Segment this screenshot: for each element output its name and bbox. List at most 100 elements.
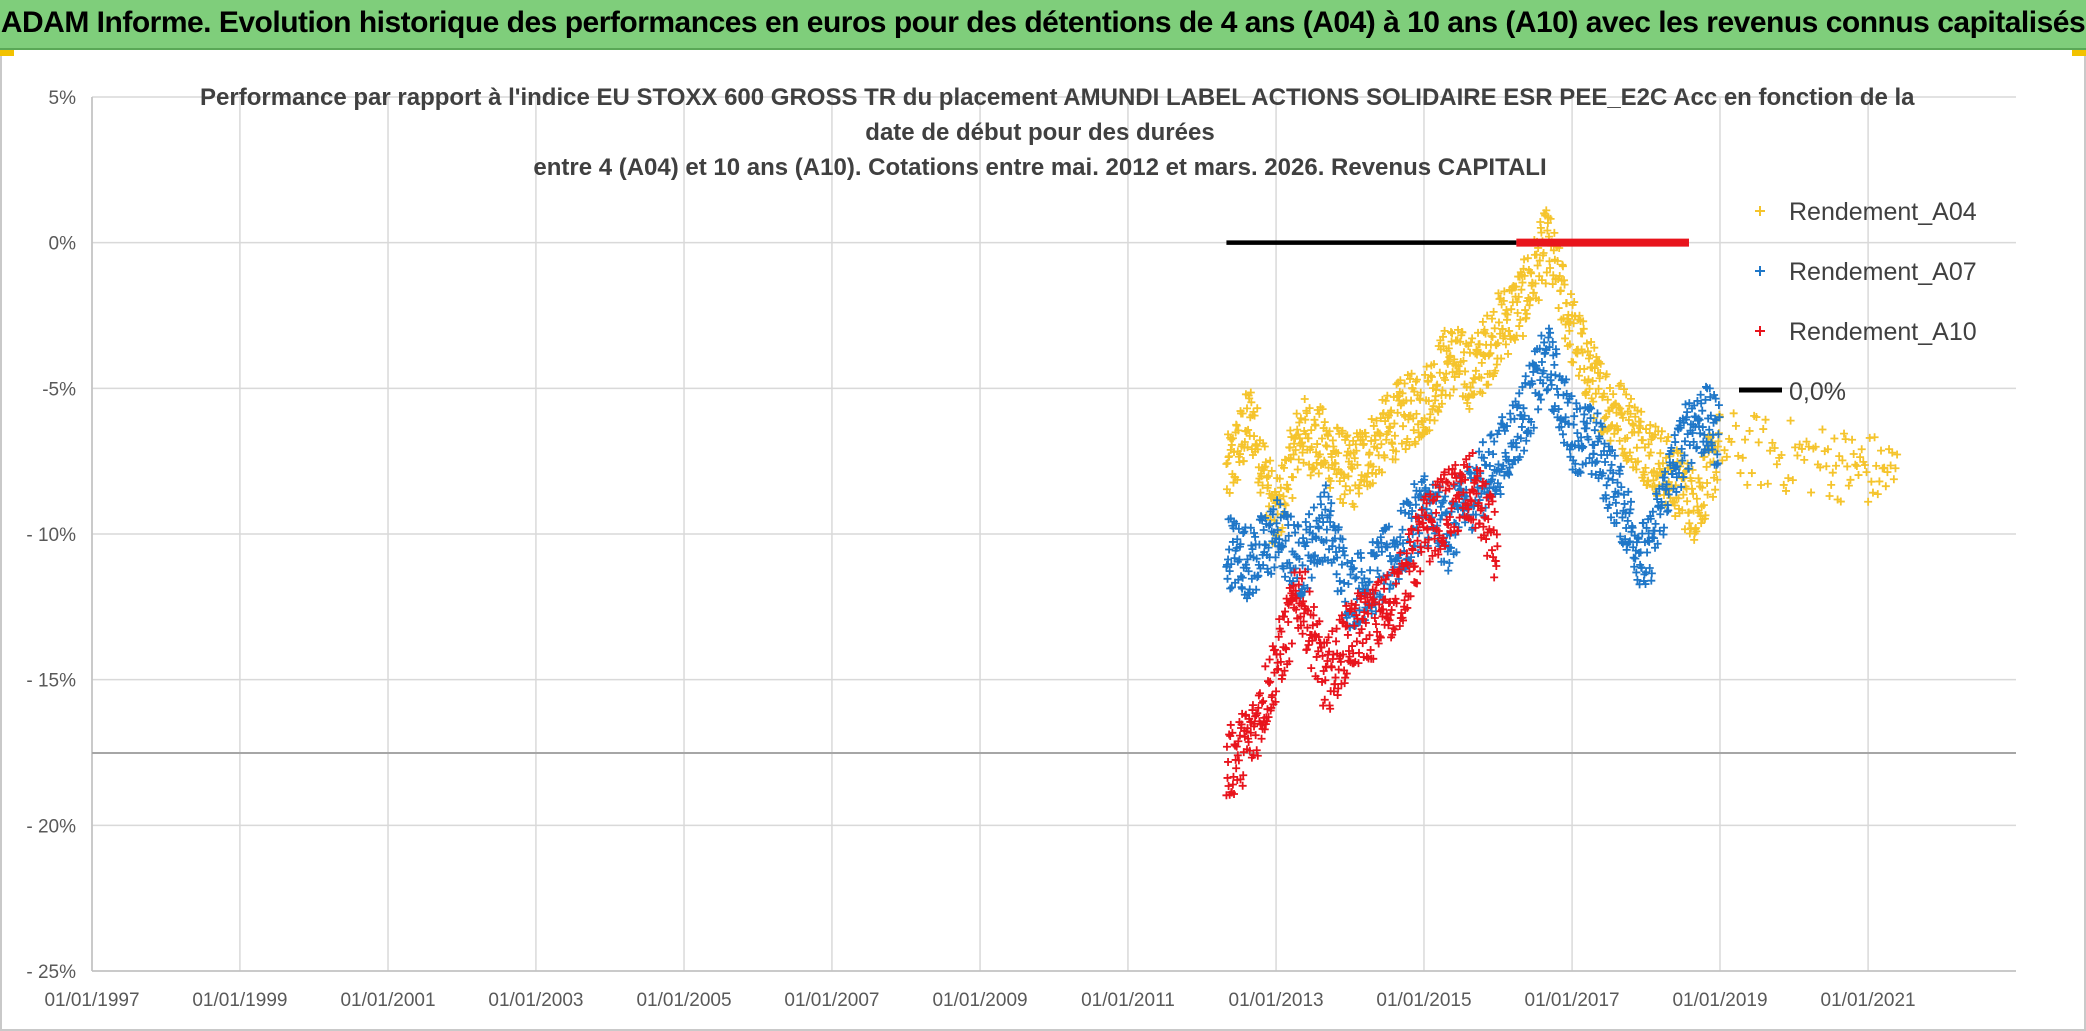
- point-a04: [1497, 354, 1506, 363]
- point-a07: [1578, 444, 1587, 453]
- point-a07: [1471, 510, 1480, 519]
- point-a07: [1642, 568, 1651, 577]
- point-a10: [1425, 557, 1434, 566]
- point-a10: [1365, 631, 1374, 640]
- point-a04: [1709, 492, 1717, 501]
- point-a04: [1299, 442, 1308, 451]
- point-a10: [1419, 523, 1428, 532]
- point-a04: [1488, 333, 1497, 341]
- point-a04: [1880, 463, 1889, 472]
- point-a04: [1249, 407, 1258, 416]
- point-a04: [1687, 476, 1696, 485]
- point-a07: [1339, 544, 1348, 553]
- point-a07: [1291, 528, 1300, 537]
- point-a04: [1867, 477, 1876, 486]
- point-a10: [1403, 603, 1412, 612]
- point-a10: [1245, 746, 1254, 755]
- point-a04: [1293, 425, 1302, 434]
- point-a04: [1465, 404, 1474, 413]
- point-a04: [1437, 399, 1446, 408]
- point-a04: [1331, 459, 1340, 468]
- point-a04: [1459, 356, 1468, 365]
- point-a04: [1831, 461, 1840, 470]
- point-a04: [1633, 406, 1642, 415]
- point-a10: [1282, 645, 1291, 654]
- point-a07: [1267, 569, 1276, 578]
- point-a07: [1629, 553, 1638, 562]
- point-a04: [1315, 409, 1324, 418]
- point-a07: [1434, 488, 1443, 497]
- point-a07: [1617, 483, 1626, 492]
- point-a04: [1649, 467, 1658, 476]
- point-a07: [1246, 523, 1255, 532]
- point-a10: [1451, 460, 1460, 469]
- point-a07: [1610, 451, 1619, 460]
- point-a04: [1791, 443, 1800, 452]
- point-a04: [1396, 376, 1405, 385]
- point-a07: [1340, 551, 1349, 560]
- point-a07: [1539, 379, 1548, 388]
- point-a07: [1322, 525, 1331, 534]
- point-a04: [1434, 407, 1443, 416]
- point-a07: [1664, 490, 1673, 499]
- point-a10: [1370, 598, 1379, 607]
- point-a07: [1700, 430, 1709, 439]
- point-a04: [1339, 498, 1348, 507]
- point-a04: [1622, 390, 1631, 399]
- point-a04: [1795, 440, 1804, 449]
- point-a04: [1265, 502, 1274, 511]
- point-a04: [1680, 525, 1689, 534]
- point-a04: [1622, 456, 1631, 465]
- point-a07: [1625, 537, 1634, 546]
- point-a07: [1298, 561, 1307, 570]
- point-a10: [1239, 771, 1248, 780]
- point-a10: [1224, 757, 1233, 766]
- point-a04: [1656, 434, 1665, 443]
- point-a04: [1250, 432, 1259, 441]
- point-a04: [1632, 443, 1641, 452]
- point-a04: [1430, 416, 1439, 425]
- point-a04: [1768, 438, 1777, 447]
- point-a04: [1759, 425, 1768, 434]
- point-a07: [1529, 423, 1538, 432]
- point-a10: [1390, 625, 1399, 634]
- point-a04: [1515, 322, 1524, 331]
- point-a10: [1312, 652, 1321, 661]
- point-a04: [1392, 447, 1400, 456]
- x-tick-label: 01/01/2013: [1229, 990, 1324, 1011]
- point-a07: [1492, 487, 1501, 496]
- point-a04: [1835, 452, 1844, 461]
- point-a07: [1542, 386, 1551, 395]
- point-a04: [1569, 358, 1578, 367]
- x-tick-label: 01/01/1999: [192, 990, 287, 1011]
- point-a07: [1316, 492, 1325, 501]
- point-a07: [1712, 460, 1721, 469]
- point-a10: [1231, 741, 1240, 750]
- point-a10: [1343, 630, 1352, 639]
- point-a07: [1644, 529, 1653, 538]
- point-a07: [1398, 525, 1407, 534]
- point-a07: [1611, 498, 1620, 507]
- point-a07: [1500, 426, 1509, 435]
- point-a07: [1616, 532, 1625, 541]
- point-a04: [1543, 226, 1552, 235]
- x-tick-label: 01/01/2015: [1376, 990, 1471, 1011]
- point-a07: [1554, 405, 1563, 414]
- point-a10: [1467, 497, 1476, 506]
- point-a04: [1731, 421, 1740, 430]
- point-a10: [1461, 475, 1470, 484]
- point-a04: [1335, 477, 1344, 486]
- point-a07: [1276, 500, 1285, 509]
- point-a10: [1392, 599, 1401, 608]
- point-a04: [1285, 443, 1294, 452]
- point-a10: [1286, 596, 1295, 605]
- point-a04: [1703, 479, 1712, 488]
- point-a07: [1649, 534, 1658, 543]
- point-a04: [1494, 318, 1503, 327]
- point-a04: [1311, 421, 1320, 430]
- point-a04: [1292, 409, 1301, 418]
- point-a10: [1474, 499, 1483, 508]
- point-a04: [1253, 404, 1262, 413]
- point-a04: [1788, 476, 1797, 485]
- point-a04: [1518, 278, 1527, 287]
